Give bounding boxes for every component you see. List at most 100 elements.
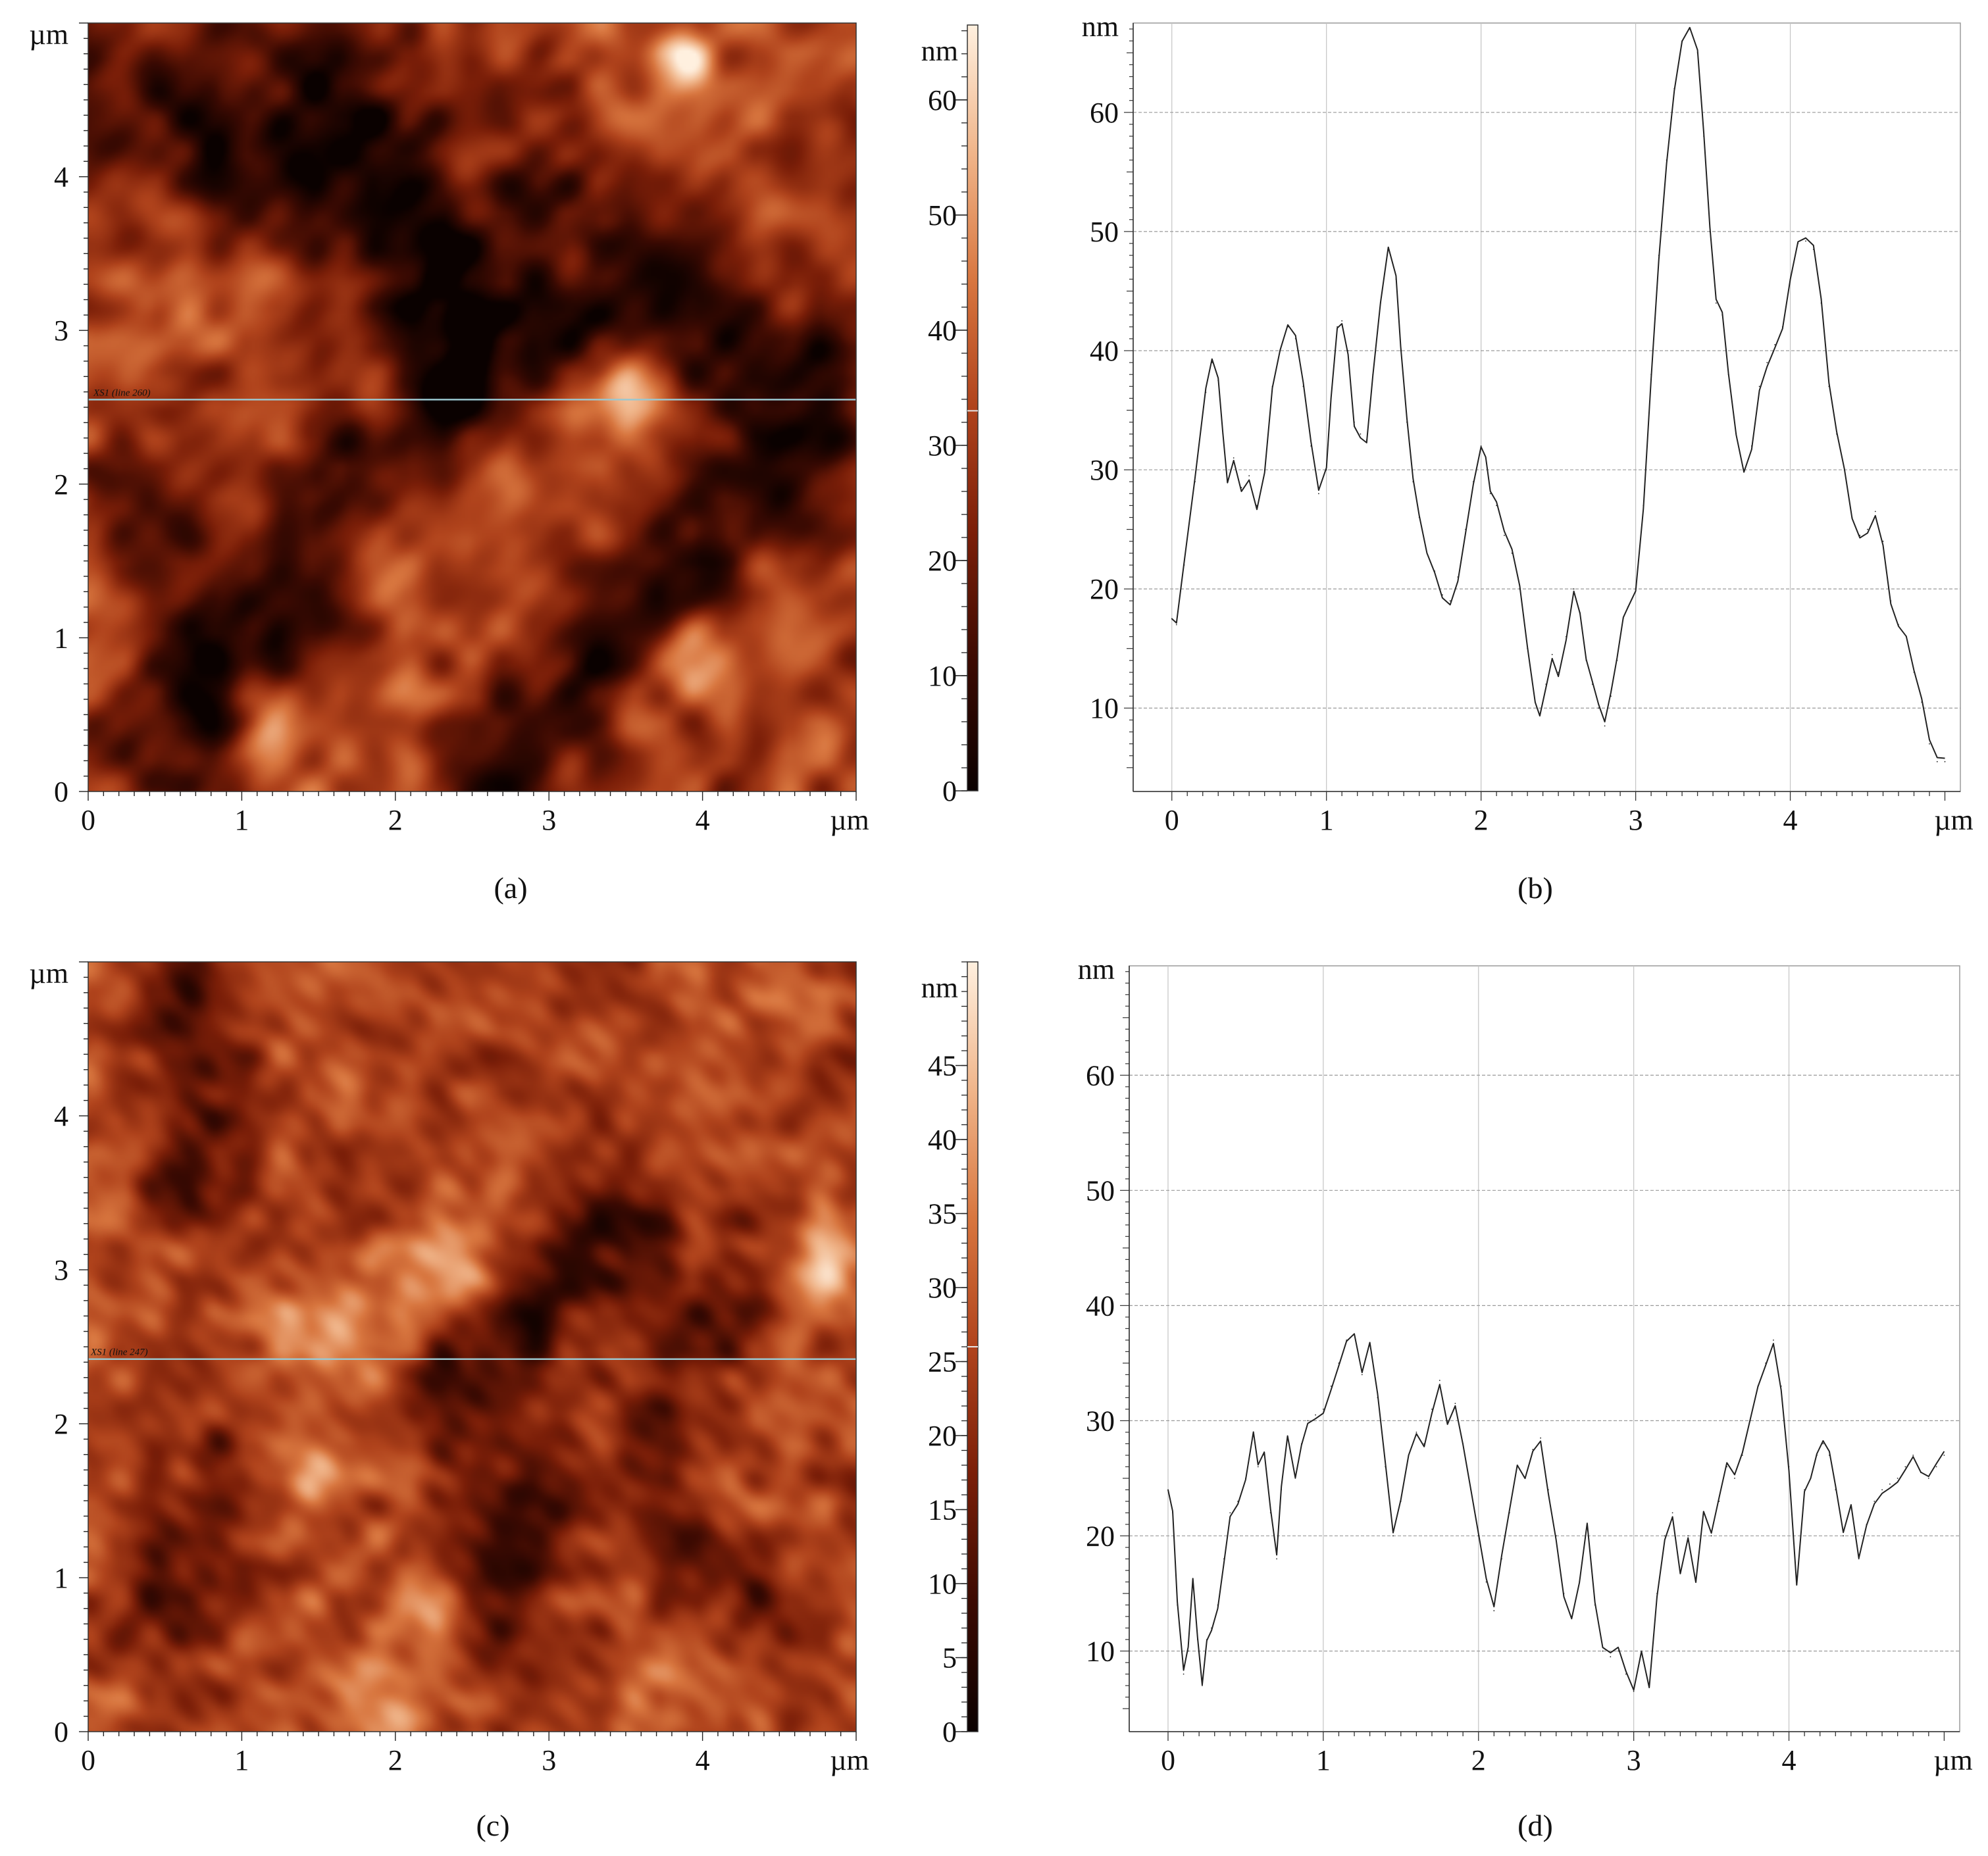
profile-point-b: [1658, 255, 1660, 256]
x-tick-label-d: 1: [1316, 1744, 1331, 1776]
profile-point-d: [1897, 1478, 1899, 1479]
y-tick-label-b: 60: [1090, 97, 1119, 129]
profile-point-b: [1715, 302, 1717, 304]
profile-point-d: [1610, 1656, 1612, 1658]
profile-point-b: [1721, 314, 1723, 316]
profile-point-d: [1223, 1558, 1225, 1560]
profile-point-d: [1920, 1472, 1922, 1474]
profile-point-d: [1664, 1535, 1666, 1537]
profile-point-d: [1563, 1593, 1565, 1594]
profile-point-d: [1835, 1489, 1837, 1491]
profile-point-b: [1449, 600, 1451, 602]
profile-point-b: [1310, 445, 1312, 447]
profile-point-b: [1727, 374, 1729, 376]
profile-plot-d: 0 1 2 3 4 µm 10 20 30 40 50 60 nm: [1078, 953, 1973, 1776]
profile-point-d: [1935, 1466, 1937, 1468]
colorbar-tick-label-a: 50: [928, 199, 957, 232]
profile-point-d: [1346, 1340, 1348, 1341]
profile-point-d: [1206, 1639, 1208, 1640]
profile-point-b: [1681, 40, 1683, 42]
profile-point-d: [1257, 1466, 1259, 1468]
profile-point-d: [1927, 1478, 1929, 1479]
profile-point-b: [1859, 534, 1861, 536]
colorbar-tick-label-c: 25: [928, 1346, 957, 1378]
profile-point-d: [1889, 1483, 1891, 1485]
profile-point-b: [1480, 445, 1482, 447]
colorbar-tick-label-c: 5: [942, 1642, 957, 1674]
colorbar-tick-label-c: 35: [928, 1198, 957, 1230]
y-tick-label-a: 2: [54, 468, 68, 501]
colorbar-tick-label-c: 30: [928, 1272, 957, 1304]
y-tick-label-d: 20: [1086, 1520, 1115, 1552]
profile-point-d: [1881, 1489, 1883, 1491]
plot-frame-b: [1133, 22, 1961, 792]
profile-point-d: [1338, 1363, 1340, 1364]
profile-point-b: [1302, 386, 1304, 388]
profile-point-d: [1587, 1524, 1588, 1525]
profile-point-d: [1648, 1685, 1650, 1686]
profile-point-b: [1913, 672, 1915, 673]
profile-point-b: [1867, 528, 1868, 530]
x-tick-label-b: 0: [1165, 804, 1179, 836]
profile-point-d: [1555, 1535, 1557, 1537]
scan-line-label-a: XS1 (line 260): [93, 388, 151, 398]
profile-point-b: [1750, 445, 1752, 447]
profile-point-d: [1462, 1443, 1464, 1445]
profile-point-b: [1434, 570, 1436, 572]
profile-point-b: [1774, 344, 1776, 345]
panel-label-c: (c): [476, 1809, 509, 1842]
profile-point-b: [1442, 594, 1443, 596]
y-tick-label-d: 40: [1086, 1290, 1115, 1322]
y-tick-label-d: 10: [1086, 1635, 1115, 1667]
y-tick-label-b: 40: [1090, 335, 1119, 367]
profile-point-d: [1167, 1489, 1169, 1491]
colorbar-gradient-a: [967, 24, 979, 791]
colorbar-tick-label-c: 0: [942, 1716, 957, 1748]
profile-point-b: [1426, 552, 1428, 554]
profile-point-b: [1604, 725, 1606, 727]
profile-point-b: [1175, 624, 1177, 626]
profile-point-b: [1380, 302, 1381, 304]
profile-point-d: [1354, 1334, 1355, 1335]
profile-point-b: [1635, 588, 1637, 590]
profile-point-d: [1726, 1466, 1728, 1468]
profile-point-b: [1851, 516, 1853, 518]
profile-point-b: [1535, 701, 1536, 703]
y-tick-label-c: 1: [54, 1562, 68, 1594]
colorbar-tick-label-a: 40: [928, 314, 957, 347]
panel-b: 0 1 2 3 4 µm 10 20 30 40 50 60 nm (b): [1082, 11, 1974, 905]
profile-point-b: [1365, 439, 1367, 441]
profile-line-b: [1171, 26, 1945, 759]
profile-point-d: [1829, 1455, 1830, 1456]
profile-point-b: [1812, 249, 1814, 250]
profile-point-d: [1431, 1409, 1433, 1410]
x-tick-label-a: 2: [388, 804, 403, 836]
profile-point-b: [1545, 684, 1547, 685]
x-tick-label-d: 3: [1627, 1744, 1641, 1776]
profile-point-b: [1337, 326, 1338, 328]
afm-topography-image-a: [88, 23, 856, 791]
y-axis-unit-d: nm: [1078, 953, 1115, 986]
profile-point-b: [1287, 326, 1288, 328]
profile-point-b: [1820, 302, 1822, 304]
afm-topography-image-c: [88, 962, 856, 1732]
profile-point-b: [1354, 421, 1355, 423]
x-tick-label-c: 1: [234, 1744, 249, 1776]
profile-point-b: [1610, 695, 1612, 697]
profile-point-d: [1361, 1374, 1363, 1376]
profile-point-d: [1454, 1403, 1456, 1405]
profile-point-d: [1281, 1489, 1283, 1491]
y-tick-label-d: 30: [1086, 1405, 1115, 1437]
profile-point-d: [1804, 1489, 1806, 1491]
profile-point-b: [1558, 672, 1560, 673]
profile-point-b: [1372, 374, 1374, 376]
y-tick-label-b: 30: [1090, 454, 1119, 486]
profile-point-b: [1703, 136, 1704, 137]
profile-point-b: [1789, 278, 1791, 280]
profile-point-b: [1643, 505, 1644, 507]
profile-point-d: [1656, 1593, 1658, 1594]
profile-point-d: [1702, 1512, 1704, 1514]
profile-point-b: [1504, 534, 1505, 536]
profile-point-b: [1183, 564, 1185, 566]
panel-d: 0 1 2 3 4 µm 10 20 30 40 50 60 nm (d): [1078, 953, 1973, 1842]
